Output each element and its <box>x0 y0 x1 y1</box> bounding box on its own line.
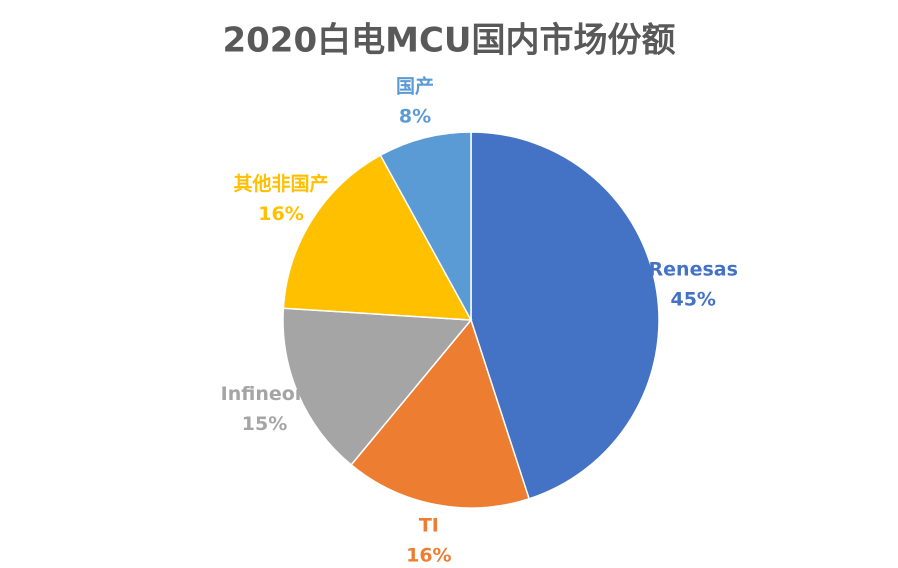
pie-slice <box>282 154 473 321</box>
value-label: 8% <box>399 106 431 128</box>
chart-title: 2020白电MCU国内市场份额 <box>222 21 675 61</box>
pie-slice <box>282 307 473 466</box>
value-label: 16% <box>258 203 303 225</box>
value-label: 16% <box>406 545 451 564</box>
pie-slice <box>379 131 472 321</box>
pie-slice <box>470 131 660 500</box>
pie-slice <box>350 318 531 509</box>
value-label: 45% <box>670 288 715 310</box>
slice-label: TI <box>419 515 439 537</box>
slice-label: 国产 <box>396 75 434 98</box>
slice-label: 其他非国产 <box>234 172 329 195</box>
value-label: 15% <box>242 413 287 435</box>
slice-label: Renesas <box>649 258 738 280</box>
slice-label: Infineon <box>221 383 309 405</box>
